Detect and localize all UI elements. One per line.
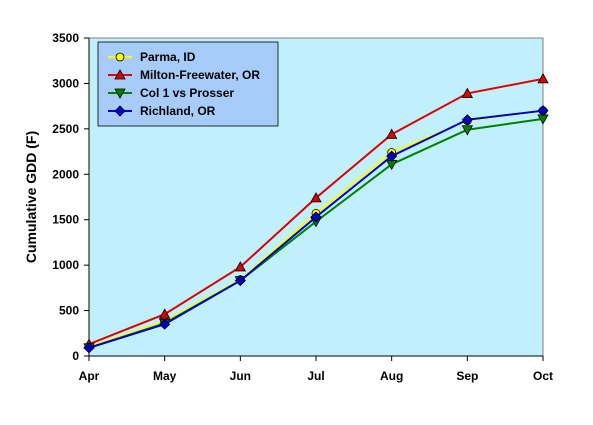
legend-item: Richland, OR xyxy=(108,104,216,118)
data-point xyxy=(537,73,549,84)
data-point xyxy=(234,275,246,287)
y-tick-label: 0 xyxy=(72,349,79,363)
y-tick-label: 3000 xyxy=(52,76,79,90)
data-point xyxy=(385,128,398,139)
data-point xyxy=(310,192,322,203)
legend-label: Milton-Freewater, OR xyxy=(140,68,260,82)
series-group xyxy=(83,73,549,354)
y-tick-label: 500 xyxy=(59,304,79,318)
data-point xyxy=(158,308,171,319)
legend-label: Parma, ID xyxy=(140,50,196,64)
y-tick-label: 1500 xyxy=(52,213,79,227)
legend-marker xyxy=(114,69,126,80)
series-3 xyxy=(83,105,549,354)
legend: Parma, ID Milton-Freewater, OR Col 1 vs Pr… xyxy=(97,41,279,127)
x-tick-label: Jul xyxy=(307,369,324,383)
y-axis-ticks: 0 500 1000 1500 2000 2500 3000 3500 xyxy=(52,31,89,363)
legend-item: Milton-Freewater, OR xyxy=(108,68,260,82)
x-tick-label: Oct xyxy=(533,369,553,383)
data-point xyxy=(83,342,95,354)
legend-marker xyxy=(114,105,126,117)
data-point xyxy=(386,150,398,162)
x-tick-label: Jun xyxy=(230,369,251,383)
y-tick-label: 2000 xyxy=(52,167,79,181)
y-tick-label: 1000 xyxy=(52,258,79,272)
y-tick-label: 3500 xyxy=(52,31,79,45)
data-point xyxy=(461,87,474,98)
data-point xyxy=(234,261,247,272)
legend-label: Col 1 vs Prosser xyxy=(140,86,234,100)
data-point xyxy=(159,318,171,330)
data-point xyxy=(537,105,549,117)
data-point xyxy=(310,211,322,223)
legend-marker xyxy=(115,52,125,62)
legend-label: Richland, OR xyxy=(140,104,216,118)
y-tick-label: 2500 xyxy=(52,122,79,136)
y-axis-title: Cumulative GDD (F) xyxy=(23,131,39,263)
x-tick-label: Sep xyxy=(456,369,478,383)
legend-item: Parma, ID xyxy=(108,50,196,64)
legend-marker xyxy=(114,88,126,99)
data-point xyxy=(461,125,474,136)
x-tick-label: Aug xyxy=(380,369,403,383)
x-axis-ticks: Apr May Jun Jul Aug Sep Oct xyxy=(79,356,553,383)
x-tick-label: May xyxy=(153,369,177,383)
legend-item: Col 1 vs Prosser xyxy=(108,86,234,100)
x-tick-label: Apr xyxy=(79,369,100,383)
data-point xyxy=(461,114,473,126)
